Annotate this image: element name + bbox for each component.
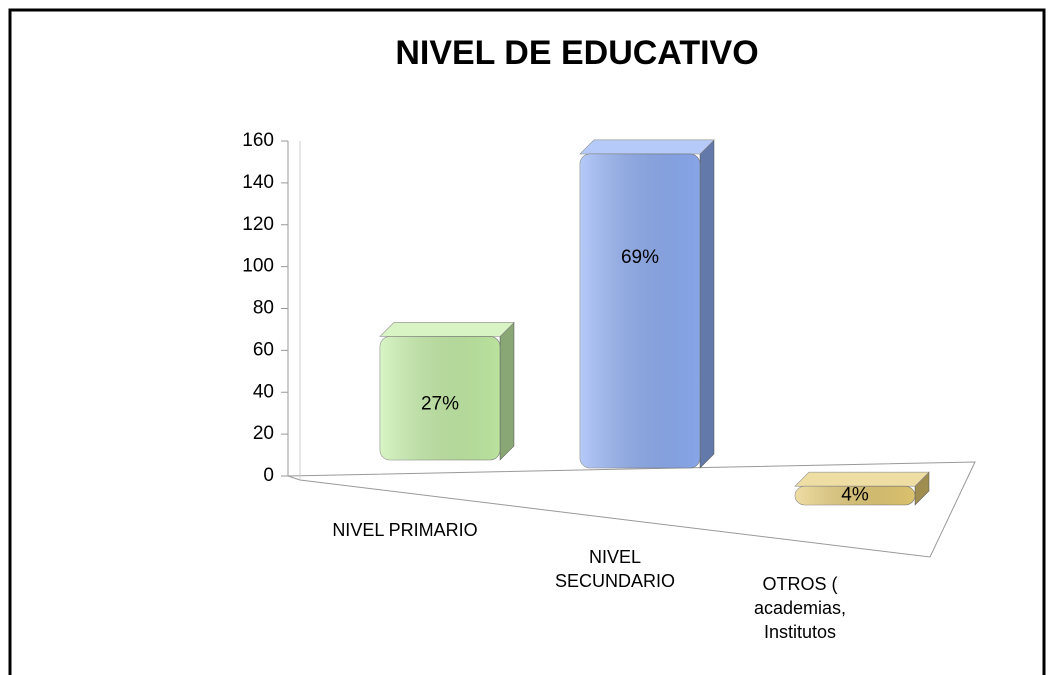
x-tick-label: NIVEL PRIMARIO <box>332 520 478 540</box>
y-tick-label: 120 <box>242 214 274 235</box>
bar-top-shade <box>380 322 514 337</box>
y-tick-label: 20 <box>253 423 274 444</box>
bar-front-shade <box>380 336 500 460</box>
bar-top-shade <box>580 139 714 154</box>
y-tick-label: 160 <box>242 130 274 151</box>
y-tick-label: 0 <box>263 465 274 486</box>
data-label: 4% <box>841 485 869 506</box>
bar <box>579 139 715 469</box>
floor <box>287 461 976 558</box>
data-label: 27% <box>421 393 459 414</box>
frame <box>8 8 1046 675</box>
bar-side-shade <box>700 139 714 468</box>
y-tick-label: 60 <box>253 339 274 360</box>
bar-front-shade <box>795 486 915 505</box>
bar <box>379 321 515 461</box>
y-tick-label: 100 <box>242 256 274 277</box>
y-tick-label: 140 <box>242 172 274 193</box>
y-tick-label: 80 <box>253 298 274 319</box>
data-label: 69% <box>621 247 659 268</box>
bar <box>794 471 930 506</box>
bar-side-shade <box>500 322 514 460</box>
bar-top-shade <box>795 472 929 487</box>
x-tick-label: NIVEL SECUNDARIO <box>555 547 676 591</box>
chart-title: NIVEL DE EDUCATIVO <box>395 34 758 72</box>
y-tick-label: 40 <box>253 381 274 402</box>
bar-side-shade <box>915 472 929 505</box>
x-tick-label: OTROS ( academias, Institutos <box>753 574 847 642</box>
bar-front-shade <box>580 153 700 468</box>
